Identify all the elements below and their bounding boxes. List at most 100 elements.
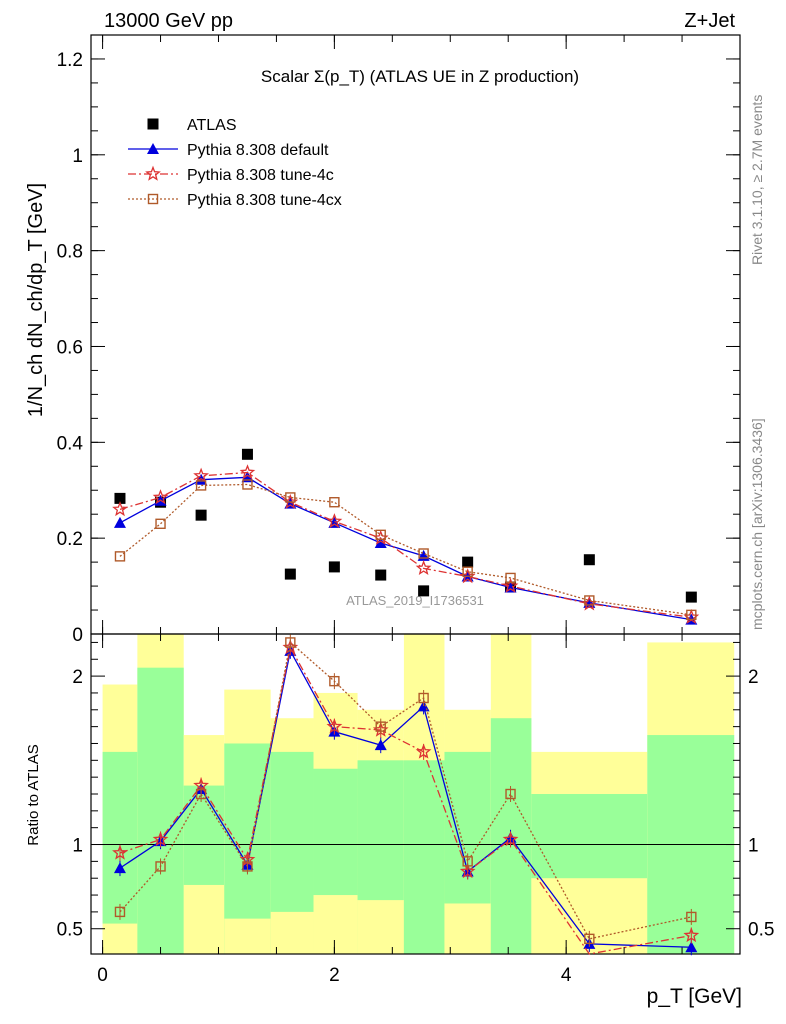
ratio-point-pythia-8-308-tune-4cx	[505, 788, 516, 800]
uncertainty-bands	[91, 634, 740, 954]
ratio-point-pythia-8-308-tune-4c	[326, 718, 343, 734]
data-point-atlas	[328, 561, 340, 573]
legend-label-atlas: ATLAS	[187, 117, 237, 134]
x-tick-label: 2	[329, 965, 340, 986]
data-point-pythia-8-308-tune-4c	[415, 559, 432, 576]
data-point-pythia-8-308-tune-4cx	[114, 551, 126, 562]
data-point-atlas	[583, 554, 595, 566]
legend-marker-pythia-8-308-tune-4c	[145, 165, 161, 181]
ratio-y-tick-label-right: 2	[748, 667, 759, 688]
ratio-line-pythia-8-308-tune-4c	[119, 645, 692, 955]
yellow-inner-band-bin	[313, 895, 358, 954]
y-tick-label: 0	[72, 625, 83, 646]
ratio-point-pythia-8-308-tune-4c	[152, 831, 169, 847]
ratio-point-pythia-8-308-tune-4c	[683, 927, 700, 943]
series-line-pythia-8-308-tune-4c	[119, 471, 692, 618]
ratio-series	[112, 634, 700, 956]
data-point-pythia-8-308-tune-4c	[239, 464, 256, 480]
data-point-pythia-8-308-tune-4cx	[329, 497, 340, 508]
ratio-point-pythia-8-308-tune-4cx	[375, 721, 386, 732]
legend-label-pythia-8-308-default: Pythia 8.308 default	[187, 142, 329, 159]
header-process-label: Z+Jet	[684, 10, 735, 32]
ratio-point-pythia-8-308-default	[685, 941, 698, 953]
ratio-y-tick-label-left: 1	[72, 836, 83, 857]
x-tick-label: 4	[561, 965, 572, 986]
data-point-atlas	[114, 492, 126, 504]
yellow-inner-band-bin	[357, 900, 404, 954]
data-point-pythia-8-308-tune-4cx	[375, 529, 386, 541]
data-point-pythia-8-308-tune-4cx	[505, 572, 516, 584]
ratio-point-pythia-8-308-tune-4c	[415, 743, 432, 759]
green-band-bin	[102, 751, 138, 924]
y-axis-label: 1/N_ch dN_ch/dp_T [GeV]	[25, 183, 47, 417]
data-point-pythia-8-308-tune-4cx	[155, 518, 166, 529]
ratio-y-tick-label-left: 2	[72, 667, 83, 688]
data-point-pythia-8-308-tune-4c	[112, 501, 128, 517]
main-series	[112, 448, 700, 625]
green-band-bin	[137, 667, 184, 954]
data-point-pythia-8-308-tune-4cx	[285, 492, 296, 503]
data-point-atlas	[284, 568, 296, 580]
ratio-y-tick-label-left: 0.5	[57, 920, 83, 941]
series-line-pythia-8-308-default	[119, 476, 692, 621]
legend: ATLAS Pythia 8.308 default Pythia 8.308 tu…	[128, 117, 342, 209]
data-point-atlas	[685, 591, 697, 603]
yellow-inner-band-bin	[444, 903, 491, 954]
ratio-point-pythia-8-308-tune-4cx	[418, 692, 429, 704]
x-axis-label: p_T [GeV]	[647, 985, 742, 1008]
ratio-point-pythia-8-308-tune-4cx	[686, 911, 697, 923]
data-point-pythia-8-308-default	[113, 516, 126, 528]
green-band-bin	[403, 760, 445, 954]
data-point-pythia-8-308-default	[374, 536, 387, 548]
ratio-point-pythia-8-308-default	[374, 739, 387, 751]
y-tick-label: 0.4	[57, 433, 84, 454]
axes: 0 0.2 0.4 0.6 0.8 1 1.2 0.5 0.5 1 1 2 2 0 2 4	[57, 34, 774, 986]
legend-marker-atlas	[147, 118, 159, 130]
yellow-inner-band-bin	[102, 923, 138, 954]
data-point-pythia-8-308-tune-4cx	[462, 566, 473, 577]
yellow-inner-band-bin	[183, 884, 225, 954]
data-point-pythia-8-308-tune-4c	[502, 577, 519, 593]
yellow-inner-band-bin	[224, 918, 271, 954]
data-point-atlas	[375, 569, 387, 581]
data-point-pythia-8-308-tune-4cx	[242, 479, 253, 490]
legend-label-pythia-8-308-tune-4cx: Pythia 8.308 tune-4cx	[187, 192, 342, 209]
legend-marker-pythia-8-308-tune-4cx	[147, 193, 159, 205]
x-tick-label: 0	[97, 965, 108, 986]
ratio-point-pythia-8-308-tune-4cx	[242, 861, 253, 872]
ratio-point-pythia-8-308-tune-4cx	[155, 861, 166, 872]
data-point-pythia-8-308-tune-4c	[326, 513, 343, 529]
ratio-point-pythia-8-308-tune-4c	[112, 844, 128, 860]
plot-title: Scalar Σ(p_T) (ATLAS UE in Z production)	[261, 67, 579, 86]
legend-label-pythia-8-308-tune-4c: Pythia 8.308 tune-4c	[187, 167, 334, 184]
y-tick-label: 0.8	[57, 242, 83, 263]
y-tick-label: 1	[72, 146, 83, 167]
data-point-atlas	[462, 556, 474, 568]
ratio-point-pythia-8-308-default	[113, 862, 126, 874]
data-point-pythia-8-308-tune-4c	[152, 489, 169, 505]
mcplots-label: mcplots.cern.ch [arXiv:1306.3436]	[749, 418, 765, 630]
rivet-version-label: Rivet 3.1.10, ≥ 2.7M events	[749, 95, 765, 265]
ratio-point-pythia-8-308-tune-4c	[502, 831, 519, 847]
y-tick-label: 0.2	[57, 529, 83, 550]
data-point-pythia-8-308-tune-4cx	[195, 480, 207, 491]
y-tick-label: 1.2	[57, 50, 83, 71]
ratio-point-pythia-8-308-tune-4cx	[285, 637, 296, 648]
ratio-y-tick-label-right: 0.5	[748, 920, 774, 941]
data-point-pythia-8-308-tune-4cx	[584, 595, 595, 606]
data-point-pythia-8-308-tune-4cx	[418, 548, 429, 559]
data-point-atlas	[418, 585, 430, 597]
data-point-pythia-8-308-tune-4c	[193, 467, 210, 483]
data-point-atlas	[241, 448, 253, 460]
ratio-point-pythia-8-308-tune-4cx	[584, 933, 595, 945]
analysis-watermark: ATLAS_2019_I1736531	[346, 593, 484, 608]
y-tick-label: 0.6	[57, 337, 83, 358]
ratio-point-pythia-8-308-tune-4cx	[114, 906, 126, 918]
ratio-point-pythia-8-308-tune-4cx	[462, 856, 473, 867]
ratio-line-pythia-8-308-tune-4cx	[119, 641, 692, 940]
ratio-point-pythia-8-308-tune-4cx	[329, 675, 340, 687]
ratio-point-pythia-8-308-tune-4c	[459, 863, 476, 879]
ratio-y-axis-label: Ratio to ATLAS	[25, 744, 42, 845]
data-point-atlas	[195, 509, 207, 521]
